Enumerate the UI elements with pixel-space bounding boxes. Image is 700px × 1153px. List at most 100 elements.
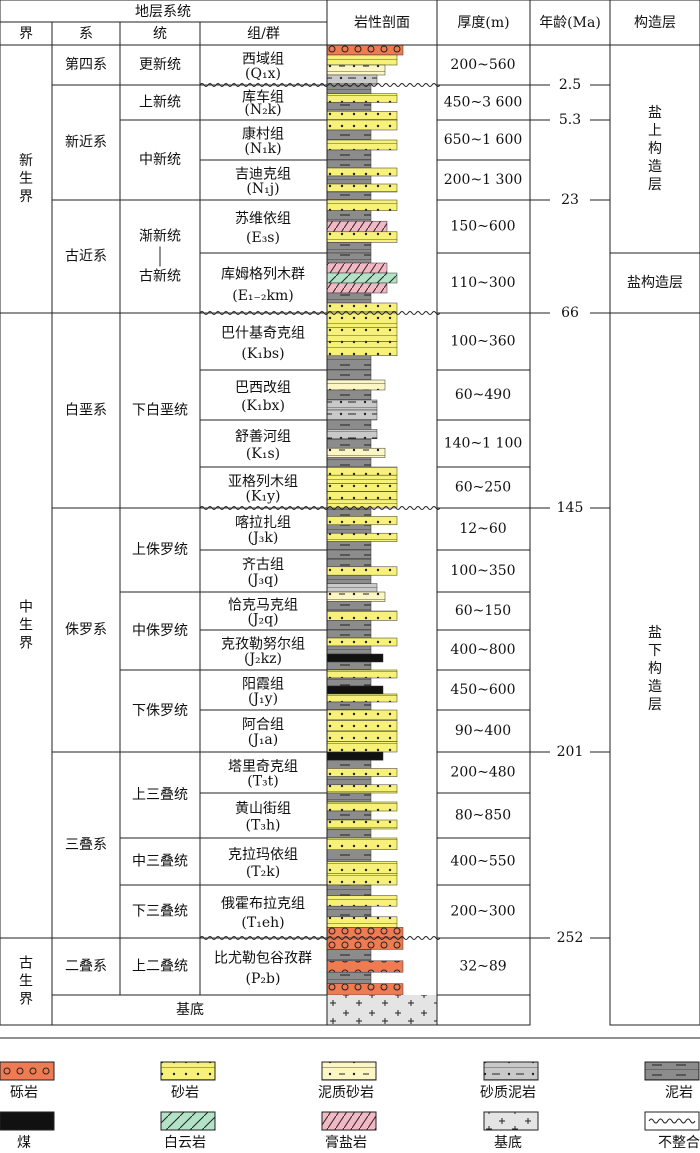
lithology-band (326, 272, 398, 284)
formation-code: (K₁s) (246, 446, 280, 462)
lithology-band (326, 210, 372, 222)
lithology-band (326, 776, 372, 786)
lithology-band (326, 849, 372, 862)
lithology-band (326, 759, 372, 769)
legend-swatch (0, 1111, 55, 1131)
lithology-band (326, 701, 372, 711)
formation-code: (E₃s) (246, 230, 280, 246)
lithology-band (326, 102, 372, 112)
formation-code: (K₁bx) (241, 398, 285, 414)
legend-swatch (483, 1061, 539, 1081)
legend-label: 不整合 (658, 1135, 700, 1151)
age-label: 2.5 (559, 77, 581, 93)
lithology-band (326, 419, 372, 430)
formation-name: 克孜勒努尔组 (221, 636, 305, 652)
lithology-band (326, 129, 372, 141)
lithology-band (326, 429, 378, 440)
lithology-band (326, 751, 384, 761)
legend-swatch (483, 1111, 539, 1131)
lithology-band (326, 574, 372, 584)
cell (436, 994, 531, 1026)
formation-name: 亚格列木组 (228, 474, 298, 490)
formation-code: (N₁k) (244, 141, 281, 157)
thickness: 100~350 (450, 563, 515, 579)
legend-swatch (321, 1111, 377, 1131)
series-name: 中三叠统 (132, 854, 188, 870)
formation-code: (J₂kz) (244, 651, 282, 667)
erathem-name: 新生界 (19, 153, 33, 205)
lithology-band (326, 369, 372, 381)
cell (609, 312, 700, 1026)
series-name: 上新统 (139, 95, 181, 111)
lithology-band (326, 175, 372, 185)
legend-label: 泥质砂岩 (318, 1085, 374, 1101)
thickness: 200~480 (450, 765, 515, 781)
lithology-band (326, 610, 398, 621)
header: 地层系统 (135, 4, 191, 20)
lithology-band (326, 637, 398, 647)
lithology-band (326, 191, 372, 201)
thickness: 650~1 600 (444, 132, 523, 148)
formation-name: 康村组 (242, 125, 284, 142)
formation-code: (T₁eh) (241, 915, 284, 931)
series-name: 渐新统 (139, 229, 181, 245)
formation-name: 克拉玛依组 (228, 847, 298, 863)
thickness: 200~300 (450, 904, 515, 920)
lithology-band (326, 119, 398, 131)
series-name: 上侏罗统 (132, 542, 188, 558)
thickness: 60~250 (455, 480, 511, 496)
lithology-band (326, 873, 398, 886)
thickness: 32~89 (459, 959, 506, 975)
lithology-band (326, 474, 398, 484)
cell (326, 44, 438, 1026)
lithology-band (326, 466, 398, 476)
thickness: 140~1 100 (444, 436, 523, 452)
legend-label: 砾岩 (10, 1085, 38, 1101)
legend-label: 膏盐岩 (325, 1134, 367, 1151)
formation-code: (T₃t) (247, 774, 279, 790)
lithology-band (326, 905, 372, 918)
thickness: 60~490 (455, 387, 511, 403)
lithology-band (326, 768, 398, 777)
erathem-name: 古生界 (19, 956, 33, 1008)
lithology-band (326, 960, 404, 973)
age-label: 252 (557, 930, 584, 946)
lithology-band (326, 591, 386, 602)
lithology-band (326, 583, 378, 593)
legend-swatch (0, 1061, 55, 1081)
lithology-band (326, 252, 372, 264)
lithology-band (326, 566, 398, 576)
header: 统 (153, 26, 167, 42)
thickness: 200~560 (450, 57, 515, 73)
formation-code: (Q₁x) (245, 66, 281, 82)
lithology-band (326, 801, 398, 812)
tectonic-layer: 盐下构造层 (648, 625, 662, 713)
formation-code: (K₁y) (246, 489, 281, 505)
lithology-band (326, 491, 398, 501)
lithology-band (326, 231, 398, 243)
lithology-band (326, 341, 398, 356)
tectonic-layer: 盐构造层 (627, 275, 683, 291)
formation-name: 巴什基奇克组 (221, 325, 305, 342)
formation-name: 黄山街组 (235, 800, 291, 817)
legend-swatch (160, 1111, 216, 1131)
lithology-band (326, 983, 404, 996)
series-name: 中新统 (139, 152, 181, 168)
age-label: 145 (557, 500, 584, 516)
system-name: 三叠系 (65, 837, 107, 853)
thickness: 200~1 300 (444, 172, 523, 188)
lithology-band (326, 709, 398, 721)
lithology-band (326, 949, 372, 962)
lithology-band (326, 111, 398, 121)
lithology-band (326, 629, 372, 639)
formation-name: 俄霍布拉克组 (221, 896, 305, 912)
lithology-band (326, 620, 372, 631)
formation-name: 喀拉扎组 (235, 515, 291, 531)
formation-code: (T₂k) (246, 864, 280, 880)
header: 系 (79, 26, 93, 42)
lithology-band (326, 139, 398, 151)
lithology-band (326, 549, 372, 559)
formation-code: (J₃k) (248, 530, 279, 546)
formation-code: (J₁y) (248, 691, 278, 707)
lithology-band (326, 516, 398, 526)
